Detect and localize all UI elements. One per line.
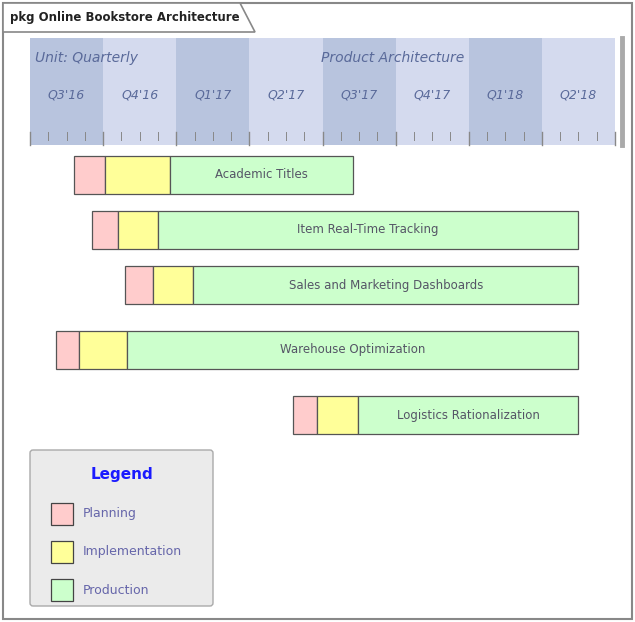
Bar xyxy=(117,211,158,249)
Text: Q4'17: Q4'17 xyxy=(413,88,451,101)
Bar xyxy=(396,38,469,145)
Bar xyxy=(153,266,193,304)
Bar xyxy=(358,396,578,434)
Text: Academic Titles: Academic Titles xyxy=(215,169,308,182)
Bar xyxy=(469,38,542,145)
Bar xyxy=(177,38,250,145)
Text: Legend: Legend xyxy=(90,468,153,483)
Bar xyxy=(125,266,153,304)
Text: pkg Online Bookstore Architecture: pkg Online Bookstore Architecture xyxy=(10,11,239,24)
FancyBboxPatch shape xyxy=(30,450,213,606)
Text: Q3'16: Q3'16 xyxy=(48,88,85,101)
Text: Q3'17: Q3'17 xyxy=(340,88,378,101)
Bar xyxy=(79,331,126,369)
Bar xyxy=(103,38,177,145)
Text: Implementation: Implementation xyxy=(83,545,182,559)
Bar xyxy=(30,38,103,145)
Bar xyxy=(250,38,323,145)
Text: Q1'18: Q1'18 xyxy=(486,88,524,101)
Bar xyxy=(170,156,353,194)
Bar xyxy=(318,396,358,434)
Text: Q1'17: Q1'17 xyxy=(194,88,231,101)
Bar xyxy=(51,579,73,601)
Text: Logistics Rationalization: Logistics Rationalization xyxy=(397,409,540,422)
Bar xyxy=(51,541,73,563)
Bar xyxy=(74,156,105,194)
Text: Planning: Planning xyxy=(83,508,137,521)
Bar xyxy=(158,211,578,249)
Text: Q2'17: Q2'17 xyxy=(267,88,305,101)
Bar xyxy=(92,211,117,249)
Text: Q2'18: Q2'18 xyxy=(560,88,597,101)
Text: Q4'16: Q4'16 xyxy=(121,88,158,101)
Text: Sales and Marketing Dashboards: Sales and Marketing Dashboards xyxy=(288,279,483,292)
Polygon shape xyxy=(3,3,255,32)
Bar xyxy=(51,503,73,525)
Text: Unit: Quarterly: Unit: Quarterly xyxy=(35,51,138,65)
Bar xyxy=(293,396,318,434)
Bar xyxy=(126,331,578,369)
Bar xyxy=(323,38,396,145)
Text: Product Architecture: Product Architecture xyxy=(321,51,464,65)
Text: Production: Production xyxy=(83,583,149,596)
Bar xyxy=(56,331,79,369)
Text: Item Real-Time Tracking: Item Real-Time Tracking xyxy=(297,223,439,236)
Bar xyxy=(542,38,615,145)
Text: Warehouse Optimization: Warehouse Optimization xyxy=(280,343,425,356)
Bar xyxy=(193,266,578,304)
Bar xyxy=(105,156,170,194)
